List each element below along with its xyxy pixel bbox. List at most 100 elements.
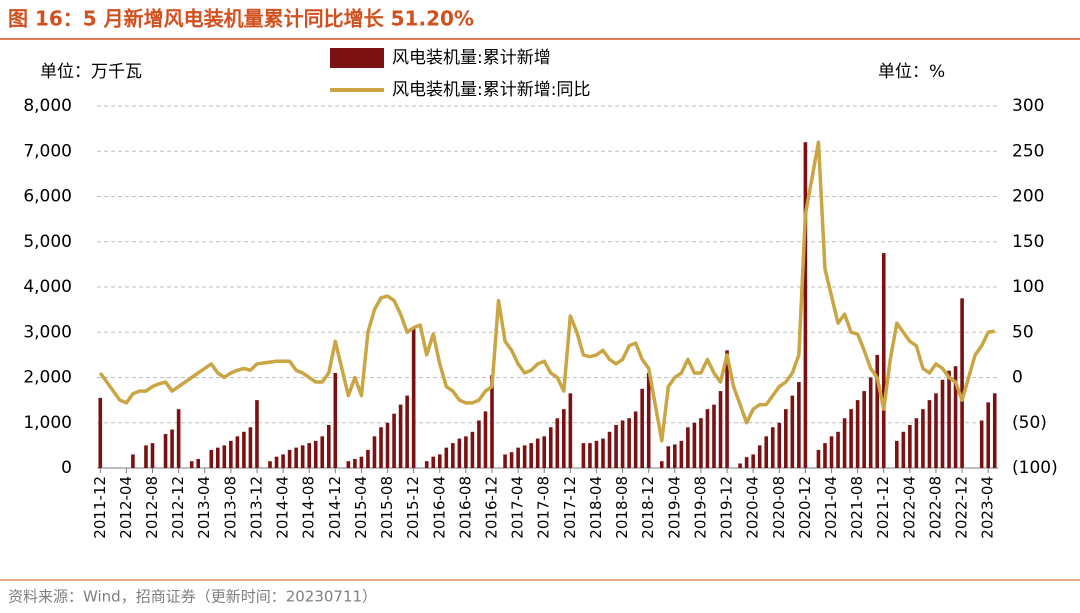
x-tick-label: 2012-08 (143, 476, 161, 539)
x-tick-label: 2014-04 (274, 476, 292, 539)
x-tick-label: 2013-12 (247, 476, 265, 539)
x-tick-label: 2016-12 (483, 476, 501, 539)
y-tick-label: 3,000 (23, 322, 72, 342)
bar (868, 377, 873, 468)
x-tick-label: 2021-08 (848, 476, 866, 539)
bar (385, 422, 390, 468)
bar (738, 463, 742, 468)
bar (431, 456, 436, 468)
legend-label: 风电装机量:累计新增 (392, 48, 551, 68)
bar (953, 366, 958, 468)
bar (144, 445, 148, 468)
bar (751, 454, 755, 468)
x-tick-label: 2020-08 (770, 476, 788, 539)
bar (927, 400, 932, 468)
bar (679, 440, 684, 468)
bar (131, 454, 135, 468)
y-tick-label: 4,000 (23, 277, 72, 297)
bar (477, 420, 481, 468)
x-tick-label: 2017-04 (509, 476, 527, 539)
bar (281, 454, 285, 468)
bar (673, 444, 677, 468)
y2-tick-label: (50) (1012, 413, 1047, 433)
bar (705, 409, 710, 468)
bar (666, 446, 671, 468)
x-tick-label: 2018-12 (639, 476, 657, 539)
y-tick-label: 1,000 (23, 413, 72, 433)
bar (601, 438, 605, 468)
bar (483, 411, 488, 468)
bar (451, 443, 455, 468)
bar (823, 443, 827, 468)
bar (555, 418, 560, 468)
x-tick-label: 2018-08 (613, 476, 631, 539)
bar (372, 436, 377, 468)
x-tick-label: 2022-12 (953, 476, 971, 539)
y-tick-label: 0 (61, 458, 72, 478)
legend-label: 风电装机量:累计新增:同比 (392, 80, 590, 100)
source: 资料来源：Wind，招商证券（更新时间：20230711） (8, 588, 377, 606)
bar (287, 449, 292, 468)
bar (300, 445, 305, 468)
bar (535, 438, 540, 468)
bar (366, 449, 370, 468)
bar (686, 427, 690, 468)
x-tick-label: 2012-12 (169, 476, 187, 539)
bar (562, 409, 566, 468)
bar (718, 391, 723, 468)
x-tick-label: 2014-08 (300, 476, 318, 539)
x-tick-label: 2022-08 (926, 476, 944, 539)
x-tick-label: 2013-04 (195, 476, 213, 539)
bar (725, 350, 729, 468)
bar (196, 458, 200, 468)
bar (855, 400, 860, 468)
bar (405, 395, 409, 468)
bar (829, 436, 834, 468)
bar (255, 400, 259, 468)
x-tick-label: 2020-12 (796, 476, 814, 539)
bar (437, 454, 442, 468)
bar (633, 411, 638, 468)
y2-tick-label: 200 (1012, 187, 1044, 207)
x-tick-label: 2017-12 (561, 476, 579, 539)
bar (992, 393, 997, 468)
bar (921, 409, 925, 468)
bar (529, 443, 533, 468)
y2-tick-label: 250 (1012, 141, 1044, 161)
bar (607, 431, 612, 468)
bar (803, 142, 808, 468)
bar (392, 413, 396, 468)
bar (914, 418, 919, 468)
x-tick-label: 2022-04 (900, 476, 918, 539)
x-tick-label: 2021-12 (874, 476, 892, 539)
bar (849, 409, 853, 468)
bar (307, 443, 311, 468)
bar (940, 379, 945, 468)
bar (235, 436, 240, 468)
y2-unit: 单位：% (878, 62, 945, 82)
bar (411, 327, 416, 468)
bar (947, 370, 951, 468)
bar (320, 436, 325, 468)
bar (294, 447, 298, 468)
y2-tick-label: 100 (1012, 277, 1044, 297)
line (98, 140, 996, 443)
bar (568, 393, 573, 468)
bar (960, 298, 964, 468)
x-tick-label: 2015-04 (352, 476, 370, 539)
bar (313, 440, 318, 468)
y2-tick-label: (100) (1012, 458, 1058, 478)
x-tick-label: 2015-12 (404, 476, 422, 539)
y-tick-label: 5,000 (23, 232, 72, 252)
bar (424, 461, 429, 468)
bar (274, 456, 279, 468)
x-tick-label: 2019-04 (665, 476, 683, 539)
bar (150, 443, 155, 468)
bar (816, 449, 821, 468)
bar (875, 354, 880, 468)
bar (640, 388, 644, 468)
y2-tick-label: 50 (1012, 322, 1034, 342)
bar (548, 427, 553, 468)
bar (209, 449, 214, 468)
bar (326, 425, 331, 468)
